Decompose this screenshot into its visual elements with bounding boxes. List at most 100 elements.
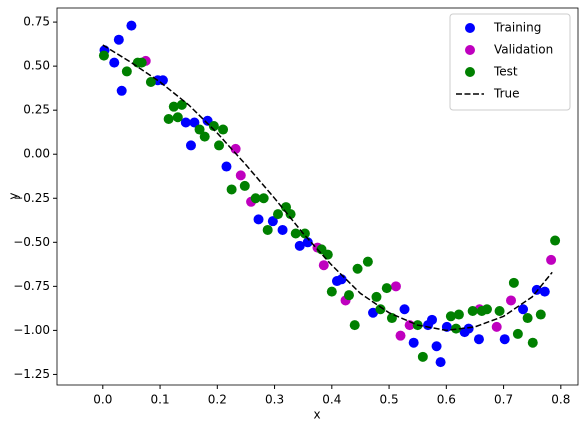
point <box>253 214 264 225</box>
legend-marker <box>465 23 475 33</box>
point <box>386 313 397 324</box>
point <box>362 256 373 267</box>
x-tick-label: 0.6 <box>437 393 456 407</box>
point <box>116 85 127 96</box>
line <box>102 44 553 332</box>
legend-label: Training <box>493 21 541 35</box>
point <box>176 99 187 110</box>
y-tick-label: −0.25 <box>13 191 50 205</box>
point <box>185 140 196 151</box>
point <box>208 121 219 132</box>
point <box>199 131 210 142</box>
x-tick-label: 0.2 <box>208 393 227 407</box>
point <box>427 314 438 325</box>
point <box>349 320 360 331</box>
legend-label: True <box>493 87 520 101</box>
x-tick-label: 0.4 <box>322 393 341 407</box>
y-axis-label: y <box>7 192 21 199</box>
point <box>522 313 533 324</box>
point <box>481 304 492 315</box>
point <box>453 309 464 320</box>
y-tick-label: 0.00 <box>23 147 50 161</box>
point <box>250 193 261 204</box>
point <box>435 357 446 368</box>
y-tick-label: −0.75 <box>13 279 50 293</box>
y-tick-label: −1.25 <box>13 367 50 381</box>
point <box>518 304 529 315</box>
point <box>390 281 401 292</box>
point <box>221 161 232 172</box>
point <box>539 286 550 297</box>
point <box>381 283 392 294</box>
point <box>302 237 313 248</box>
point <box>531 284 542 295</box>
x-tick-label: 0.7 <box>494 393 513 407</box>
legend-marker <box>465 45 475 55</box>
point <box>109 57 120 68</box>
point <box>180 117 191 128</box>
x-tick-label: 0.0 <box>93 393 112 407</box>
x-axis-label: x <box>313 408 320 422</box>
point <box>535 309 546 320</box>
point <box>318 260 329 271</box>
point <box>506 295 517 306</box>
point <box>527 337 538 348</box>
point <box>294 240 305 251</box>
point <box>214 140 225 151</box>
point <box>467 306 478 317</box>
point <box>512 328 523 339</box>
point <box>371 291 382 302</box>
point <box>168 101 179 112</box>
point <box>299 228 310 239</box>
point <box>230 143 241 154</box>
y-tick-label: 0.75 <box>23 15 50 29</box>
point <box>326 286 337 297</box>
point <box>113 34 124 45</box>
point <box>172 112 183 123</box>
legend-label: Test <box>493 65 518 79</box>
y-tick-label: 0.50 <box>23 59 50 73</box>
point <box>121 66 132 77</box>
point <box>431 341 442 352</box>
point <box>163 113 174 124</box>
point <box>499 334 510 345</box>
legend-box <box>449 13 571 111</box>
point <box>445 311 456 322</box>
point <box>272 209 283 220</box>
point <box>267 216 278 227</box>
point <box>399 304 410 315</box>
legend-label: Validation <box>494 43 553 57</box>
y-tick-label: 0.25 <box>23 103 50 117</box>
axes-frame <box>56 7 579 386</box>
point <box>235 170 246 181</box>
y-tick-label: −0.50 <box>13 235 50 249</box>
point <box>98 50 109 61</box>
x-tick-label: 0.3 <box>265 393 284 407</box>
point <box>408 337 419 348</box>
point <box>375 304 386 315</box>
point <box>239 180 250 191</box>
point <box>508 277 519 288</box>
point <box>343 290 354 301</box>
point <box>226 184 237 195</box>
point <box>189 117 200 128</box>
y-tick-label: −1.00 <box>13 323 50 337</box>
point <box>494 306 505 317</box>
point <box>550 235 561 246</box>
legend: Training Validation Test True <box>449 13 571 111</box>
point <box>491 321 502 332</box>
point <box>194 124 205 135</box>
point <box>258 193 269 204</box>
point <box>463 323 474 334</box>
point <box>546 254 557 265</box>
point <box>322 249 333 260</box>
point <box>218 124 229 135</box>
point <box>285 209 296 220</box>
point <box>126 20 137 31</box>
point <box>290 228 301 239</box>
x-tick-label: 0.1 <box>151 393 170 407</box>
plot-area <box>98 20 561 368</box>
point <box>395 330 406 341</box>
point <box>145 76 156 87</box>
